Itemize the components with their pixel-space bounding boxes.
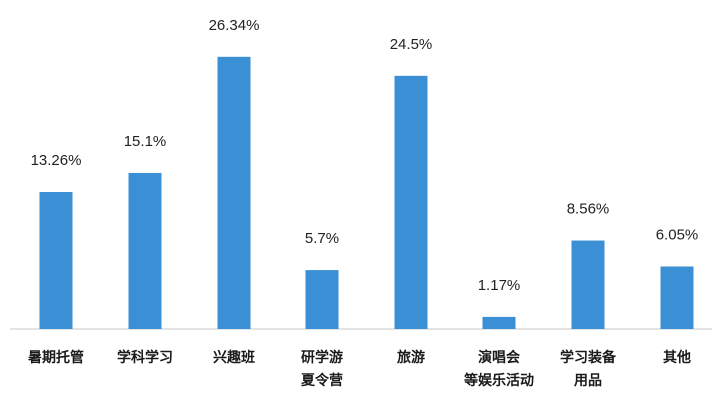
- bar-3: [305, 270, 339, 329]
- value-label-1: 15.1%: [124, 133, 167, 150]
- bar-2: [217, 56, 251, 329]
- bar-4: [394, 75, 428, 329]
- category-label-7-line-0: 其他: [663, 349, 691, 366]
- category-label-6-line-0: 学习装备: [560, 349, 617, 366]
- value-label-7: 6.05%: [656, 226, 699, 243]
- bar-7: [660, 266, 694, 329]
- category-label-3-line-0: 研学游: [301, 349, 343, 366]
- value-label-5: 1.17%: [478, 277, 521, 294]
- category-label-1-line-0: 学科学习: [117, 349, 173, 366]
- category-label-5-line-0: 演唱会: [478, 349, 521, 366]
- value-label-0: 13.26%: [31, 152, 82, 169]
- value-label-6: 8.56%: [567, 201, 610, 218]
- bars-group: [39, 56, 694, 329]
- category-label-3-line-1: 夏令营: [301, 372, 343, 389]
- bar-1: [128, 172, 162, 329]
- bar-5: [482, 316, 516, 329]
- value-label-3: 5.7%: [305, 230, 339, 247]
- value-label-4: 24.5%: [390, 36, 433, 53]
- category-label-4-line-0: 旅游: [397, 349, 425, 366]
- value-label-2: 26.34%: [209, 17, 260, 34]
- category-label-5-line-1: 等娱乐活动: [464, 372, 534, 389]
- category-label-2-line-0: 兴趣班: [213, 349, 255, 366]
- bar-0: [39, 191, 73, 329]
- category-label-6-line-1: 用品: [574, 373, 602, 389]
- value-labels-group: 13.26% 15.1% 26.34% 5.7% 24.5% 1.17% 8.56% 6.05…: [31, 17, 699, 294]
- category-label-0-line-0: 暑期托管: [28, 349, 84, 366]
- bar-6: [571, 240, 605, 329]
